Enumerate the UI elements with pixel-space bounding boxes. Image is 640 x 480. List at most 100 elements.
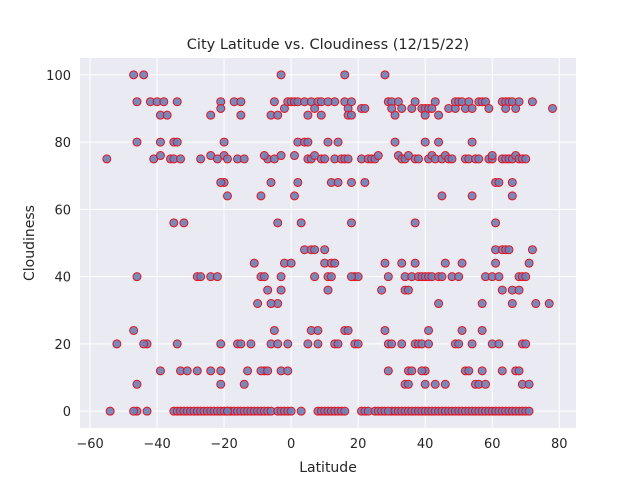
data-point (474, 154, 484, 164)
data-point (129, 406, 139, 416)
data-point (316, 110, 326, 120)
data-point (410, 97, 420, 107)
data-point (481, 379, 491, 389)
x-tick-label: 60 (484, 437, 501, 452)
data-point (434, 299, 444, 309)
data-point (172, 339, 182, 349)
data-point (531, 299, 541, 309)
data-point (417, 366, 427, 376)
data-point (397, 103, 407, 113)
data-point (360, 103, 370, 113)
data-point (216, 177, 226, 187)
data-point (346, 218, 356, 228)
data-point (467, 191, 477, 201)
data-point (330, 258, 340, 268)
data-point (434, 137, 444, 147)
x-tick-label: 0 (287, 437, 295, 452)
data-point (454, 339, 464, 349)
y-tick-label: 100 (46, 69, 71, 84)
data-point (239, 379, 249, 389)
data-point (206, 366, 216, 376)
data-point (236, 110, 246, 120)
data-point (377, 285, 387, 295)
data-point (333, 137, 343, 147)
data-point (132, 137, 142, 147)
data-point (222, 406, 232, 416)
data-point (273, 218, 283, 228)
data-point (397, 339, 407, 349)
data-point (102, 154, 112, 164)
data-point (521, 339, 531, 349)
data-point (243, 366, 253, 376)
data-point (132, 379, 142, 389)
data-point (276, 70, 286, 80)
data-point (424, 339, 434, 349)
data-point (527, 97, 537, 107)
data-point (514, 366, 524, 376)
data-point (333, 339, 343, 349)
data-point (155, 151, 165, 161)
data-point (320, 245, 330, 255)
data-point (447, 154, 457, 164)
data-point (430, 379, 440, 389)
data-point (139, 339, 149, 349)
data-point (343, 325, 353, 335)
data-point (196, 154, 206, 164)
data-point (353, 339, 363, 349)
data-point (192, 366, 202, 376)
data-point (440, 379, 450, 389)
data-point (390, 137, 400, 147)
y-tick-label: 20 (54, 338, 71, 353)
data-point (289, 151, 299, 161)
data-point (155, 137, 165, 147)
data-point (437, 191, 447, 201)
data-point (172, 97, 182, 107)
data-point (497, 366, 507, 376)
data-point (236, 339, 246, 349)
data-point (253, 299, 263, 309)
data-point (169, 218, 179, 228)
data-point (222, 154, 232, 164)
data-point (484, 103, 494, 113)
data-point (222, 191, 232, 201)
data-point (487, 151, 497, 161)
data-point (380, 258, 390, 268)
data-point (269, 325, 279, 335)
x-tick-label: −60 (76, 437, 103, 452)
data-point (182, 366, 192, 376)
data-point (266, 177, 276, 187)
data-point (467, 103, 477, 113)
data-point (387, 103, 397, 113)
data-point (424, 325, 434, 335)
data-point (477, 299, 487, 309)
x-tick-label: 40 (417, 437, 434, 452)
y-axis-title: Cloudiness (22, 205, 38, 281)
data-point (383, 366, 393, 376)
data-point (380, 325, 390, 335)
data-point (216, 103, 226, 113)
data-point (296, 406, 306, 416)
data-point (346, 272, 356, 282)
data-point (112, 339, 122, 349)
data-point (313, 339, 323, 349)
data-point (155, 366, 165, 376)
data-point (273, 110, 283, 120)
x-tick-label: −40 (143, 437, 170, 452)
data-point (514, 97, 524, 107)
data-point (105, 406, 115, 416)
data-point (544, 299, 554, 309)
data-point (491, 258, 501, 268)
data-point (273, 339, 283, 349)
data-point (249, 258, 259, 268)
data-point (196, 272, 206, 282)
data-point (159, 97, 169, 107)
data-point (514, 285, 524, 295)
data-point (246, 339, 256, 349)
data-point (212, 272, 222, 282)
data-point (524, 258, 534, 268)
data-point (380, 70, 390, 80)
data-point (162, 110, 172, 120)
data-point (403, 285, 413, 295)
data-point (346, 177, 356, 187)
